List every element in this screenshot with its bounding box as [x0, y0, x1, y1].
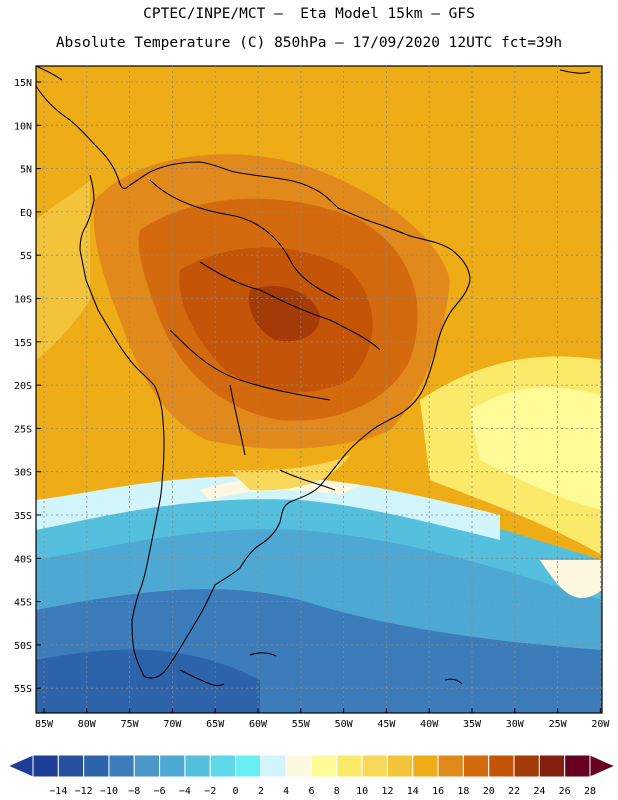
lat-label: 15N: [14, 78, 32, 89]
temperature-field: [36, 66, 602, 713]
colorbar-swatch: [108, 754, 135, 778]
lon-label: 30W: [506, 719, 525, 730]
colorbar-swatch: [83, 754, 110, 778]
colorbar-label: 8: [334, 786, 340, 797]
lat-lon-grid: [36, 66, 602, 713]
colorbar-swatch: [209, 754, 237, 778]
lon-label: 70W: [163, 719, 182, 730]
longitude-labels: 85W 80W 75W 70W 65W 60W 55W 50W 45W 40W 35W 30W 25W 2…: [35, 708, 610, 730]
lat-label: 5S: [20, 251, 32, 262]
colorbar-label: 4: [283, 786, 289, 797]
colorbar-swatch: [311, 754, 338, 778]
colorbar-label: 18: [457, 786, 469, 797]
lon-label: 50W: [335, 719, 354, 730]
lon-label: 65W: [206, 719, 225, 730]
colorbar-label: −8: [128, 786, 140, 797]
colorbar-swatch: [361, 754, 388, 778]
colorbar-swatch: [462, 754, 490, 778]
lat-label: 20S: [14, 381, 32, 392]
lon-label: 75W: [121, 719, 140, 730]
colorbar-arrow-high: [589, 754, 617, 778]
lat-label: 30S: [14, 468, 32, 479]
lon-label: 85W: [35, 719, 54, 730]
colorbar-label: 2: [258, 786, 264, 797]
latitude-labels: 15N 10N 5N EQ 5S 10S 15S 20S 25S 30S 35S 40S 45S 50S 5…: [14, 78, 41, 695]
colorbar-swatch: [32, 754, 59, 778]
lat-label: 25S: [14, 424, 32, 435]
lat-label: 55S: [14, 684, 32, 695]
colorbar-swatch: [184, 754, 211, 778]
lat-label: 15S: [14, 338, 32, 349]
colorbar-label: 10: [356, 786, 368, 797]
colorbar-swatch: [386, 754, 414, 778]
colorbar-label: −4: [179, 786, 191, 797]
lat-label: 5N: [20, 165, 32, 176]
map-title-line-1: CPTEC/INPE/MCT – Eta Model 15km – GFS: [143, 6, 475, 22]
colorbar-swatch: [235, 754, 262, 778]
colorbar-swatch: [133, 754, 161, 778]
colorbar-label: 24: [533, 786, 545, 797]
lon-label: 35W: [463, 719, 482, 730]
colorbar-arrow-low: [6, 754, 34, 778]
colorbar-label: 28: [584, 786, 596, 797]
colorbar-label: 26: [559, 786, 571, 797]
lon-label: 20W: [591, 719, 610, 730]
lat-label: 10N: [14, 121, 32, 132]
lon-label: 25W: [549, 719, 568, 730]
colorbar-label: −2: [204, 786, 216, 797]
colorbar-swatch: [412, 754, 439, 778]
lat-label: 40S: [14, 554, 32, 565]
colorbar-label: −6: [154, 786, 166, 797]
lat-label: 10S: [14, 295, 32, 306]
lon-label: 45W: [377, 719, 396, 730]
colorbar-label: 20: [483, 786, 495, 797]
coastline: [35, 65, 591, 687]
colorbar-swatch: [57, 754, 85, 778]
colorbar-label: 22: [508, 786, 520, 797]
lon-label: 80W: [78, 719, 97, 730]
lat-label: 45S: [14, 598, 32, 609]
lon-label: 55W: [292, 719, 311, 730]
map-frame: [35, 65, 603, 714]
lat-label: 50S: [14, 641, 32, 652]
colorbar-label: 6: [308, 786, 314, 797]
colorbar-swatch: [159, 754, 186, 778]
colorbar-label: 16: [432, 786, 444, 797]
colorbar-swatch: [285, 754, 313, 778]
map-title-line-2: Absolute Temperature (C) 850hPa – 17/09/…: [55, 35, 563, 51]
lon-label: 40W: [420, 719, 439, 730]
colorbar-label: 14: [407, 786, 419, 797]
lon-label: 60W: [249, 719, 268, 730]
colorbar-label: −14: [49, 786, 67, 797]
colorbar-labels: −14 −12 −10 −8 −6 −4 −2 0 2 4 6 8 10 12 14 16 18 20 22 24 26…: [49, 786, 596, 797]
lat-label: EQ: [20, 208, 32, 219]
colorbar-swatch: [260, 754, 287, 778]
colorbar-swatch: [513, 754, 540, 778]
colorbar-swatch: [437, 754, 464, 778]
colorbar-label: 0: [233, 786, 239, 797]
lat-label: 35S: [14, 511, 32, 522]
colorbar-swatch: [538, 754, 566, 778]
colorbar-swatch: [336, 754, 363, 778]
colorbar: [6, 754, 617, 778]
colorbar-swatch: [488, 754, 515, 778]
colorbar-label: −12: [75, 786, 93, 797]
colorbar-label: 12: [381, 786, 393, 797]
colorbar-swatch: [564, 754, 591, 778]
colorbar-label: −10: [100, 786, 118, 797]
